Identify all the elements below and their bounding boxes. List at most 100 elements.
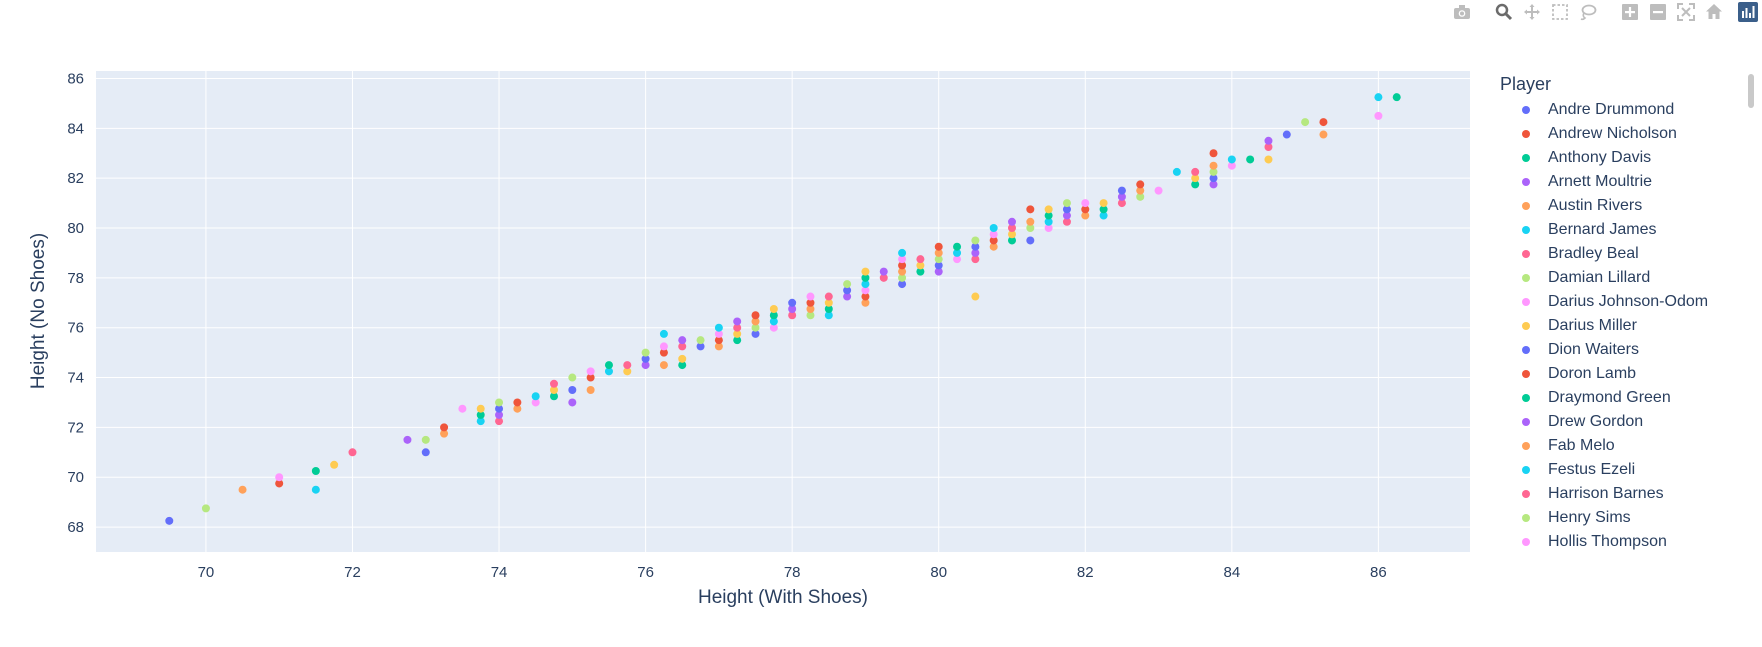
data-point[interactable]: [659, 342, 668, 351]
data-point[interactable]: [568, 398, 577, 407]
data-point[interactable]: [1191, 167, 1200, 176]
data-point[interactable]: [696, 342, 705, 351]
lasso-icon[interactable]: [1578, 2, 1598, 22]
data-point[interactable]: [1081, 211, 1090, 220]
data-point[interactable]: [1026, 205, 1035, 214]
data-point[interactable]: [1264, 155, 1273, 164]
data-point[interactable]: [1136, 180, 1145, 189]
data-point[interactable]: [1044, 224, 1053, 233]
data-point[interactable]: [1081, 199, 1090, 208]
legend-item[interactable]: Hollis Thompson: [1500, 530, 1748, 554]
data-point[interactable]: [311, 467, 320, 476]
data-point[interactable]: [806, 292, 815, 301]
data-point[interactable]: [971, 248, 980, 257]
data-point[interactable]: [879, 273, 888, 282]
data-point[interactable]: [953, 255, 962, 264]
data-point[interactable]: [1209, 167, 1218, 176]
data-point[interactable]: [1191, 174, 1200, 183]
data-point[interactable]: [989, 224, 998, 233]
pan-icon[interactable]: [1522, 2, 1542, 22]
data-point[interactable]: [788, 311, 797, 320]
data-point[interactable]: [275, 473, 284, 482]
data-point[interactable]: [1008, 230, 1016, 239]
data-point[interactable]: [751, 317, 760, 326]
data-point[interactable]: [898, 261, 907, 270]
data-point[interactable]: [1374, 93, 1383, 102]
legend-item[interactable]: Damian Lillard: [1500, 266, 1748, 290]
data-point[interactable]: [788, 298, 797, 307]
data-point[interactable]: [714, 329, 723, 338]
legend-item[interactable]: Arnett Moultrie: [1500, 170, 1748, 194]
legend-item[interactable]: Draymond Green: [1500, 386, 1748, 410]
data-point[interactable]: [751, 329, 760, 338]
data-point[interactable]: [843, 286, 852, 295]
data-point[interactable]: [824, 305, 833, 314]
data-point[interactable]: [769, 311, 778, 320]
data-point[interactable]: [1026, 236, 1035, 245]
data-point[interactable]: [861, 280, 870, 289]
data-point[interactable]: [1062, 205, 1071, 214]
data-point[interactable]: [1044, 211, 1053, 220]
data-point[interactable]: [1008, 224, 1016, 233]
data-point[interactable]: [1227, 155, 1236, 164]
data-point[interactable]: [1099, 211, 1108, 220]
box-select-icon[interactable]: [1550, 2, 1570, 22]
data-point[interactable]: [1062, 217, 1071, 226]
data-point[interactable]: [733, 317, 742, 326]
data-point[interactable]: [586, 386, 595, 395]
data-point[interactable]: [641, 354, 650, 363]
data-point[interactable]: [733, 323, 742, 332]
data-point[interactable]: [476, 404, 485, 413]
data-point[interactable]: [1191, 180, 1200, 189]
data-point[interactable]: [1319, 130, 1328, 139]
data-point[interactable]: [623, 361, 632, 370]
data-point[interactable]: [495, 417, 504, 426]
data-point[interactable]: [1246, 155, 1255, 164]
data-point[interactable]: [934, 248, 943, 257]
data-point[interactable]: [898, 248, 907, 257]
data-point[interactable]: [1008, 236, 1016, 245]
data-point[interactable]: [421, 435, 430, 444]
data-point[interactable]: [1062, 211, 1071, 220]
data-point[interactable]: [1209, 161, 1218, 170]
autoscale-icon[interactable]: [1676, 2, 1696, 22]
data-point[interactable]: [604, 367, 613, 376]
data-point[interactable]: [971, 236, 980, 245]
data-point[interactable]: [586, 367, 595, 376]
data-point[interactable]: [843, 280, 852, 289]
data-point[interactable]: [1209, 174, 1218, 183]
data-point[interactable]: [769, 323, 778, 332]
data-point[interactable]: [623, 367, 632, 376]
data-point[interactable]: [1172, 167, 1181, 176]
data-point[interactable]: [604, 361, 613, 370]
data-point[interactable]: [403, 435, 412, 444]
data-point[interactable]: [714, 336, 723, 345]
data-point[interactable]: [971, 255, 980, 264]
data-point[interactable]: [989, 236, 998, 245]
data-point[interactable]: [806, 305, 815, 314]
zoom-out-icon[interactable]: [1648, 2, 1668, 22]
data-point[interactable]: [348, 448, 357, 457]
data-point[interactable]: [330, 460, 339, 469]
data-point[interactable]: [440, 423, 449, 432]
plotly-logo-icon[interactable]: [1738, 2, 1758, 22]
data-point[interactable]: [275, 479, 284, 488]
data-point[interactable]: [678, 336, 687, 345]
data-point[interactable]: [550, 392, 558, 401]
data-point[interactable]: [934, 261, 943, 270]
data-point[interactable]: [696, 336, 705, 345]
data-point[interactable]: [824, 298, 833, 307]
data-point[interactable]: [659, 348, 668, 357]
data-point[interactable]: [1209, 149, 1218, 158]
data-point[interactable]: [550, 379, 558, 388]
data-point[interactable]: [916, 267, 925, 276]
data-point[interactable]: [824, 311, 833, 320]
data-point[interactable]: [201, 504, 210, 513]
data-point[interactable]: [513, 404, 522, 413]
legend-item[interactable]: Bradley Beal: [1500, 242, 1748, 266]
data-point[interactable]: [1374, 111, 1383, 120]
data-point[interactable]: [861, 286, 870, 295]
legend-item[interactable]: Drew Gordon: [1500, 410, 1748, 434]
data-point[interactable]: [733, 336, 742, 345]
data-point[interactable]: [989, 230, 998, 239]
